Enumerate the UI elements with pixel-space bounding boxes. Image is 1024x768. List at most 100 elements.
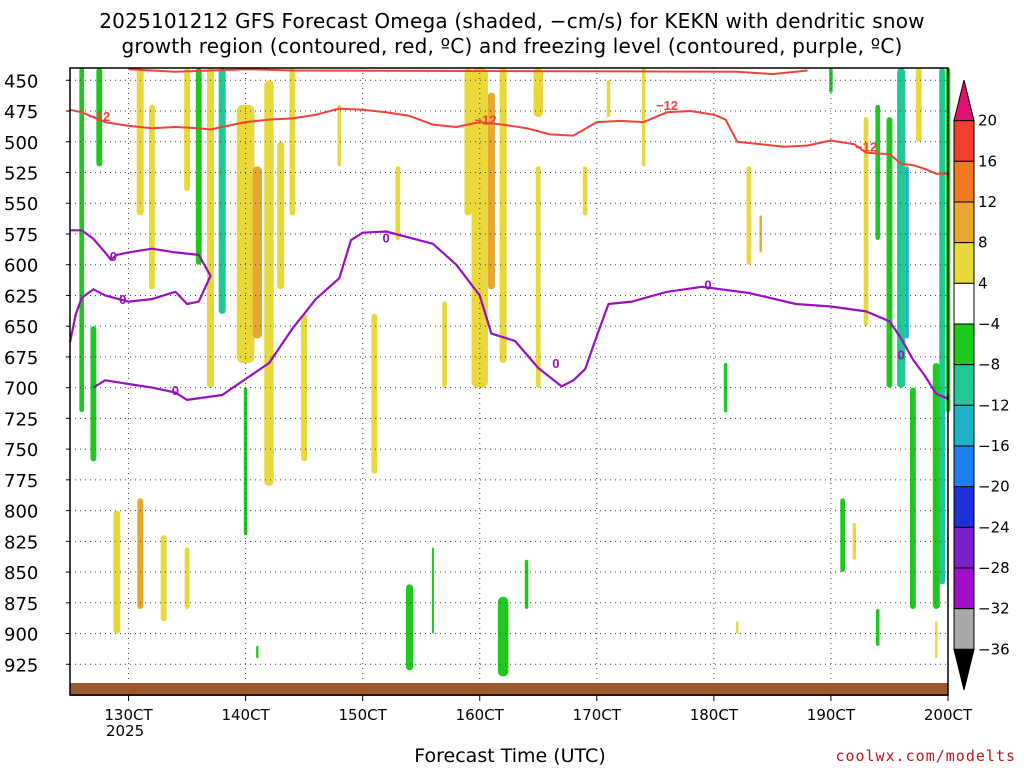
- x-tick-label: 190CT: [807, 706, 856, 724]
- colorbar-segment: [953, 364, 975, 406]
- colorbar-label: −20: [978, 478, 1010, 496]
- colorbar-segment: [953, 567, 975, 610]
- plot-frame: [69, 67, 949, 696]
- y-tick-label: 575: [4, 225, 38, 246]
- y-tick-label: 925: [4, 655, 38, 676]
- purple-contour-label: 0: [119, 292, 126, 307]
- omega-shade-cell: [90, 326, 97, 462]
- purple-contour-line: [68, 229, 212, 343]
- y-tick-label: 800: [4, 502, 38, 523]
- chart-title-line-2: growth region (contoured, red, ºC) and f…: [121, 34, 903, 58]
- omega-shade-cell: [852, 522, 857, 560]
- omega-shade-cell: [243, 387, 248, 536]
- omega-shade-cell: [876, 608, 880, 646]
- omega-shade-cell: [431, 547, 434, 634]
- axes: 450 475 500 525 550 575 600 625 650 675 700 725 750 7…: [4, 67, 973, 724]
- omega-shading-layer: [79, 68, 951, 677]
- colorbar: 20 16 12 8 4 −4 −8 −12 −16 −20 −24 −28 −32 −36: [953, 79, 1010, 691]
- x-axis-label: Forecast Time (UTC): [414, 745, 606, 767]
- omega-shade-cell: [149, 104, 155, 290]
- x-tick-label: 150CT: [339, 706, 388, 724]
- omega-shade-cell: [905, 166, 909, 339]
- y-tick-label: 750: [4, 440, 38, 461]
- purple-contour-label: 0: [382, 231, 389, 246]
- omega-shade-cell: [184, 547, 190, 609]
- purple-contour-label: 0: [110, 249, 117, 264]
- omega-shade-cell: [442, 301, 447, 388]
- omega-shade-cell: [875, 104, 881, 241]
- y-tick-label: 875: [4, 594, 38, 615]
- omega-shade-cell: [535, 166, 541, 388]
- x-axis-year-label: 2025: [106, 722, 145, 740]
- omega-shade-cell: [405, 584, 414, 671]
- terrain-bar: [70, 683, 948, 696]
- colorbar-label: 8: [978, 234, 988, 252]
- purple-contour-label: 0: [552, 356, 559, 371]
- omega-shade-cell: [256, 645, 259, 659]
- omega-shade-cell: [371, 313, 378, 474]
- omega-shade-cell: [113, 510, 121, 634]
- colorbar-segment: [953, 201, 975, 244]
- omega-shade-cell: [533, 68, 543, 118]
- purple-contour-label: 0: [704, 277, 711, 292]
- omega-shade-cell: [499, 68, 507, 364]
- credit-text: coolwx.com/modelts: [835, 747, 1016, 765]
- purple-contour-label: 0: [898, 347, 905, 362]
- colorbar-label: −36: [978, 640, 1010, 658]
- omega-shade-cell: [218, 68, 226, 314]
- omega-shade-cell: [264, 80, 274, 486]
- omega-shade-cell: [137, 498, 144, 609]
- colorbar-label: −12: [978, 396, 1010, 414]
- colorbar-label: 16: [978, 152, 997, 170]
- colorbar-label: −8: [978, 356, 1000, 374]
- x-tick-label: 140CT: [221, 706, 270, 724]
- omega-shade-cell: [606, 80, 611, 118]
- omega-shade-cell: [79, 68, 85, 413]
- omega-shade-cell: [641, 68, 646, 167]
- y-tick-label: 600: [4, 256, 38, 277]
- colorbar-segment: [953, 608, 975, 650]
- omega-shade-cell: [932, 363, 940, 609]
- omega-shade-cell: [886, 117, 893, 388]
- omega-shade-cell: [582, 166, 588, 216]
- colorbar-label: 4: [978, 274, 988, 292]
- y-tick-label: 475: [4, 102, 38, 123]
- y-tick-label: 775: [4, 471, 38, 492]
- colorbar-segment: [953, 282, 975, 325]
- omega-shade-cell: [915, 68, 922, 142]
- x-tick-label: 130CT: [104, 706, 153, 724]
- colorbar-segment: [953, 486, 975, 528]
- colorbar-label: 20: [978, 112, 997, 130]
- colorbar-label: −32: [978, 600, 1010, 618]
- terrain-surface: [70, 683, 948, 696]
- omega-shade-cell: [746, 166, 752, 265]
- omega-shade-cell: [301, 313, 308, 462]
- y-tick-label: 725: [4, 409, 38, 430]
- contour-layer: −12 −12 −12 −12 0 0 0 0 0 0 0: [68, 68, 949, 401]
- red-contour-line: [69, 107, 948, 175]
- omega-shade-cell: [487, 92, 495, 290]
- omega-shade-cell: [337, 104, 342, 167]
- colorbar-triangle-top: [953, 79, 975, 122]
- colorbar-triangle-bottom: [953, 648, 975, 691]
- y-tick-label: 625: [4, 286, 38, 307]
- y-tick-label: 450: [4, 71, 38, 92]
- omega-shade-cell: [395, 166, 401, 241]
- y-tick-label: 500: [4, 133, 38, 154]
- colorbar-label: −24: [978, 518, 1010, 536]
- omega-shade-cell: [863, 117, 869, 327]
- red-contour-label: −12: [475, 113, 497, 128]
- y-tick-label: 525: [4, 164, 38, 185]
- x-tick-label: 160CT: [456, 706, 505, 724]
- omega-shade-cell: [160, 535, 167, 622]
- omega-shade-cell: [935, 621, 938, 659]
- omega-shade-cell: [840, 498, 845, 573]
- red-contour-label: −12: [656, 98, 678, 113]
- purple-contour-label: 0: [172, 383, 179, 398]
- colorbar-segment: [953, 120, 975, 162]
- colorbar-label: 12: [978, 193, 997, 211]
- colorbar-segment: [953, 445, 975, 488]
- colorbar-label: −16: [978, 437, 1010, 455]
- x-tick-label: 180CT: [690, 706, 739, 724]
- red-contour-label: −12: [88, 109, 110, 124]
